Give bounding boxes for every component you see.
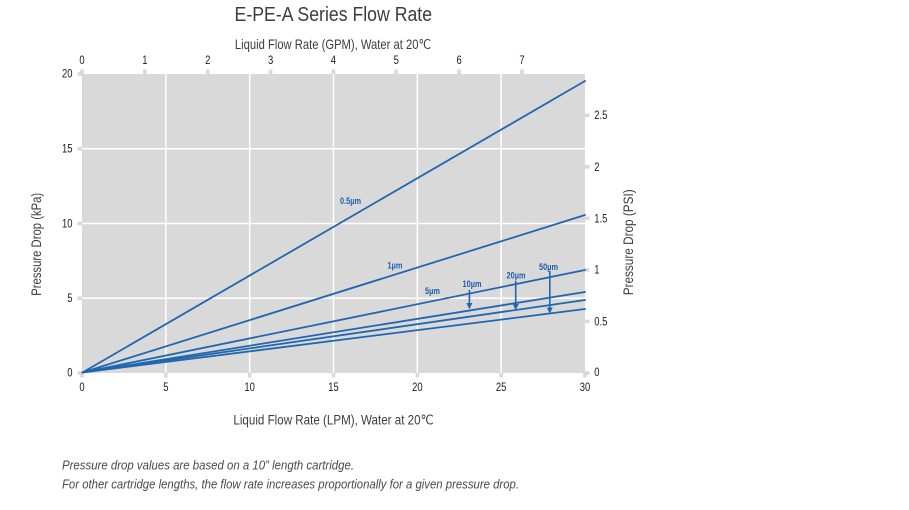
svg-text:30: 30 — [580, 381, 591, 394]
svg-text:5µm: 5µm — [425, 286, 440, 296]
svg-text:0.5µm: 0.5µm — [340, 196, 361, 206]
svg-text:20µm: 20µm — [507, 271, 526, 281]
svg-text:10µm: 10µm — [463, 279, 482, 289]
svg-text:1: 1 — [594, 264, 599, 277]
svg-text:2: 2 — [594, 161, 599, 174]
svg-text:15: 15 — [328, 381, 339, 394]
svg-text:50µm: 50µm — [539, 262, 558, 272]
svg-text:Liquid Flow Rate (LPM), Water: Liquid Flow Rate (LPM), Water at 20℃ — [233, 411, 433, 427]
svg-text:6: 6 — [457, 54, 462, 67]
svg-text:1.5: 1.5 — [594, 213, 607, 226]
svg-text:10: 10 — [62, 218, 73, 231]
svg-text:Pressure Drop (kPa): Pressure Drop (kPa) — [29, 193, 44, 296]
svg-text:0: 0 — [594, 366, 599, 379]
svg-text:15: 15 — [62, 143, 73, 156]
svg-text:2: 2 — [205, 54, 210, 67]
svg-text:20: 20 — [62, 68, 73, 81]
svg-text:10: 10 — [244, 381, 255, 394]
svg-text:5: 5 — [163, 381, 168, 394]
svg-text:0: 0 — [79, 54, 84, 67]
svg-text:For other cartridge lengths, t: For other cartridge lengths, the flow ra… — [62, 477, 519, 491]
svg-text:0: 0 — [79, 381, 84, 394]
svg-text:5: 5 — [394, 54, 399, 67]
svg-text:0.5: 0.5 — [594, 316, 607, 329]
svg-text:0: 0 — [67, 367, 72, 380]
svg-text:Pressure drop values are based: Pressure drop values are based on a 10” … — [62, 459, 354, 473]
svg-text:Pressure Drop (PSI): Pressure Drop (PSI) — [621, 189, 636, 295]
svg-text:Liquid Flow Rate (GPM), Water: Liquid Flow Rate (GPM), Water at 20℃ — [235, 36, 431, 52]
svg-text:E-PE-A Series Flow Rate: E-PE-A Series Flow Rate — [235, 3, 433, 26]
svg-text:1µm: 1µm — [388, 261, 403, 271]
svg-text:3: 3 — [268, 54, 273, 67]
svg-text:20: 20 — [412, 381, 423, 394]
svg-text:7: 7 — [519, 54, 524, 67]
svg-text:1: 1 — [142, 54, 147, 67]
svg-text:25: 25 — [496, 381, 507, 394]
svg-text:5: 5 — [67, 292, 72, 305]
svg-text:2.5: 2.5 — [594, 109, 607, 122]
svg-text:4: 4 — [331, 54, 336, 67]
